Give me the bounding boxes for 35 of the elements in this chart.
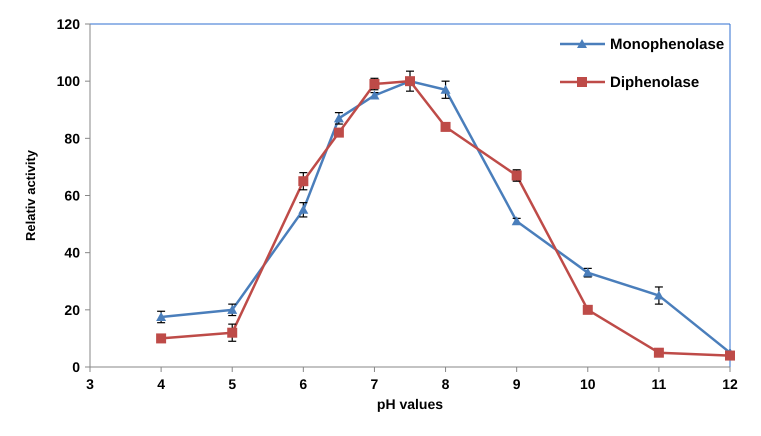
x-tick-label: 10 bbox=[580, 376, 596, 392]
y-tick-label: 40 bbox=[64, 244, 80, 261]
y-tick-label: 80 bbox=[64, 130, 80, 146]
point bbox=[298, 176, 308, 186]
point bbox=[654, 290, 664, 300]
point bbox=[227, 328, 238, 338]
x-tick-label: 9 bbox=[512, 376, 521, 392]
x-tick-label: 6 bbox=[299, 376, 308, 392]
x-tick-label: 8 bbox=[442, 376, 450, 392]
x-axis-title: pH values bbox=[376, 396, 444, 412]
point bbox=[334, 128, 344, 138]
y-tick-label: 60 bbox=[64, 188, 80, 204]
point bbox=[654, 348, 664, 358]
y-tick-label: 20 bbox=[64, 302, 80, 318]
point bbox=[156, 312, 166, 321]
y-axis-title: Relativ activity bbox=[23, 149, 38, 242]
y-tick-label: 100 bbox=[56, 73, 80, 90]
y-tick-label: 0 bbox=[72, 359, 80, 375]
x-tick-label: 7 bbox=[370, 376, 379, 392]
point bbox=[298, 204, 308, 214]
x-tick-label: 11 bbox=[651, 376, 666, 392]
point bbox=[227, 304, 238, 314]
y-tick-label: 120 bbox=[56, 16, 80, 32]
point bbox=[440, 122, 451, 132]
point bbox=[440, 84, 451, 94]
point bbox=[334, 113, 344, 122]
x-tick-label: 12 bbox=[722, 376, 738, 392]
x-tick-label: 5 bbox=[228, 376, 236, 392]
x-tick-label: 3 bbox=[86, 376, 94, 392]
point bbox=[156, 333, 166, 344]
point bbox=[582, 304, 593, 315]
legend-label: Monophenolase bbox=[610, 36, 724, 53]
legend-label: Diphenolase bbox=[610, 74, 700, 91]
point bbox=[369, 90, 380, 100]
x-tick-label: 4 bbox=[157, 376, 166, 392]
